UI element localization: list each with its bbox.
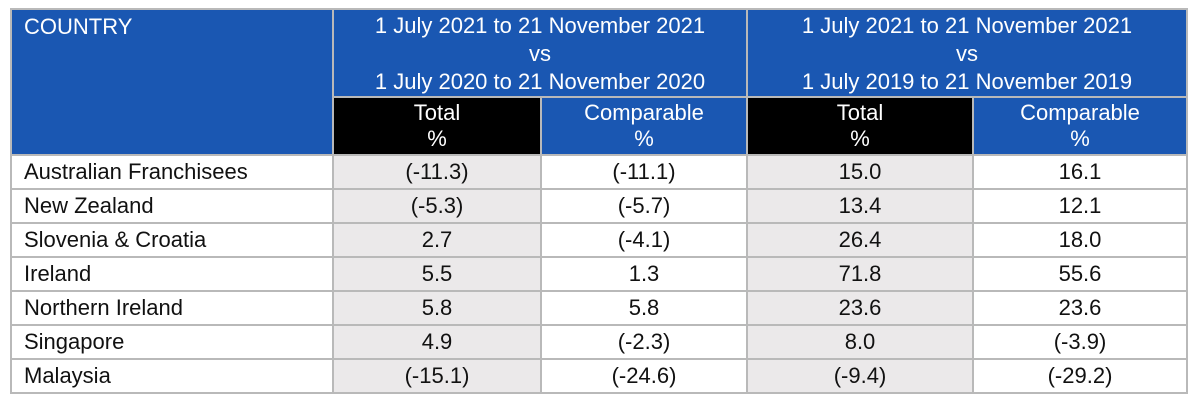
table-row: Australian Franchisees (-11.3) (-11.1) 1…: [10, 154, 1188, 190]
period-2020-line3: 1 July 2020 to 21 November 2020: [374, 69, 706, 94]
country-cell: Slovenia & Croatia: [10, 222, 334, 258]
p1-comparable-header: Comparable %: [540, 96, 748, 156]
p1-total-cell: 5.8: [332, 290, 542, 326]
country-column-header: COUNTRY: [10, 8, 334, 156]
p2-comparable-cell: 55.6: [972, 256, 1188, 292]
p1-comparable-cell: (-4.1): [540, 222, 748, 258]
country-cell: Northern Ireland: [10, 290, 334, 326]
country-sales-table: COUNTRY 1 July 2021 to 21 November 2021 …: [10, 8, 1188, 394]
p2-total-cell: 13.4: [746, 188, 974, 224]
p1-total-label: Total: [413, 100, 461, 125]
table-row: Malaysia (-15.1) (-24.6) (-9.4) (-29.2): [10, 358, 1188, 394]
period-2019-line3: 1 July 2019 to 21 November 2019: [801, 69, 1133, 94]
header-row-periods: COUNTRY 1 July 2021 to 21 November 2021 …: [10, 8, 1188, 156]
p1-comparable-cell: (-2.3): [540, 324, 748, 360]
header-row-subcolumns: Total % Comparable % Total % Comparable …: [11, 96, 1188, 156]
p1-comparable-cell: 5.8: [540, 290, 748, 326]
p2-comparable-label: Comparable: [1020, 100, 1140, 125]
p2-total-cell: 8.0: [746, 324, 974, 360]
p1-comparable-unit: %: [634, 126, 654, 151]
p2-comparable-cell: (-29.2): [972, 358, 1188, 394]
period-2020-line2: vs: [529, 41, 551, 66]
country-cell: Australian Franchisees: [10, 154, 334, 190]
table-row: Northern Ireland 5.8 5.8 23.6 23.6: [10, 290, 1188, 326]
period-2019-header: 1 July 2021 to 21 November 2021 vs 1 Jul…: [746, 8, 1188, 98]
table-row: Singapore 4.9 (-2.3) 8.0 (-3.9): [10, 324, 1188, 360]
p1-total-cell: 4.9: [332, 324, 542, 360]
p2-total-cell: (-9.4): [746, 358, 974, 394]
p1-total-cell: 5.5: [332, 256, 542, 292]
p1-total-cell: (-15.1): [332, 358, 542, 394]
p2-comparable-cell: 18.0: [972, 222, 1188, 258]
p2-comparable-header: Comparable %: [972, 96, 1188, 156]
p1-comparable-cell: 1.3: [540, 256, 748, 292]
p1-comparable-cell: (-5.7): [540, 188, 748, 224]
p2-comparable-cell: 16.1: [972, 154, 1188, 190]
p1-total-cell: (-5.3): [332, 188, 542, 224]
country-cell: Ireland: [10, 256, 334, 292]
p2-total-cell: 26.4: [746, 222, 974, 258]
p2-total-unit: %: [850, 126, 870, 151]
p1-comparable-cell: (-24.6): [540, 358, 748, 394]
table-row: Slovenia & Croatia 2.7 (-4.1) 26.4 18.0: [10, 222, 1188, 258]
p2-comparable-unit: %: [1070, 126, 1090, 151]
p2-total-header: Total %: [746, 96, 974, 156]
p2-total-cell: 71.8: [746, 256, 974, 292]
p2-total-cell: 15.0: [746, 154, 974, 190]
p2-comparable-cell: (-3.9): [972, 324, 1188, 360]
p1-total-unit: %: [427, 126, 447, 151]
period-2019-line2: vs: [956, 41, 978, 66]
p1-comparable-label: Comparable: [584, 100, 704, 125]
table-row: Ireland 5.5 1.3 71.8 55.6: [10, 256, 1188, 292]
p2-total-cell: 23.6: [746, 290, 974, 326]
p1-total-cell: 2.7: [332, 222, 542, 258]
p1-comparable-cell: (-11.1): [540, 154, 748, 190]
p2-comparable-cell: 23.6: [972, 290, 1188, 326]
country-cell: New Zealand: [10, 188, 334, 224]
table-row: New Zealand (-5.3) (-5.7) 13.4 12.1: [10, 188, 1188, 224]
period-2020-line1: 1 July 2021 to 21 November 2021: [374, 13, 706, 38]
period-2020-header: 1 July 2021 to 21 November 2021 vs 1 Jul…: [332, 8, 748, 98]
country-cell: Malaysia: [10, 358, 334, 394]
p1-total-header: Total %: [332, 96, 542, 156]
p2-total-label: Total: [836, 100, 884, 125]
period-2019-line1: 1 July 2021 to 21 November 2021: [801, 13, 1133, 38]
p1-total-cell: (-11.3): [332, 154, 542, 190]
p2-comparable-cell: 12.1: [972, 188, 1188, 224]
country-cell: Singapore: [10, 324, 334, 360]
